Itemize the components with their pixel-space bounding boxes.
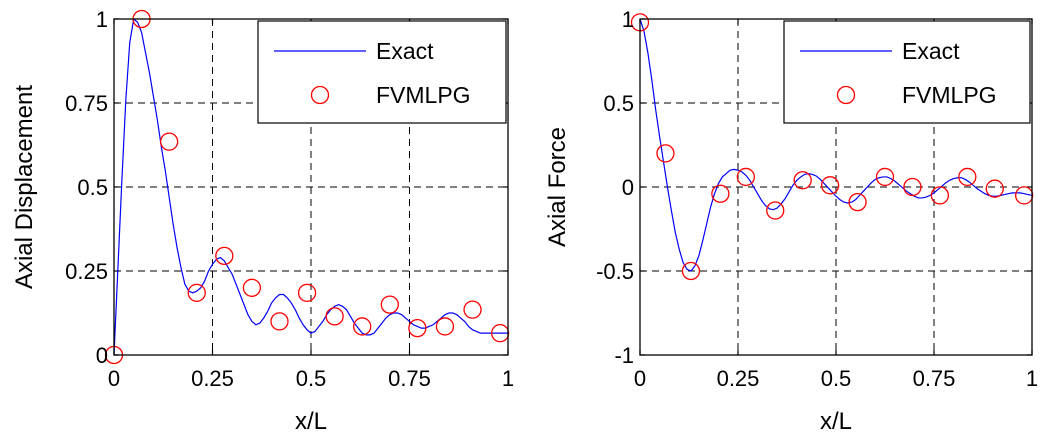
y-tick-label: 0.5 bbox=[77, 175, 108, 200]
y-tick-label: -0.5 bbox=[596, 259, 634, 284]
legend-marker-swatch bbox=[310, 85, 330, 105]
fvmlpg-marker bbox=[1015, 186, 1034, 205]
fvmlpg-marker bbox=[736, 167, 755, 187]
legend-label-fvmlpg: FVMLPG bbox=[376, 82, 471, 108]
fvmlpg-marker bbox=[820, 176, 840, 195]
fvmlpg-marker bbox=[215, 246, 234, 266]
y-tick-label: 0 bbox=[96, 343, 108, 368]
fvmlpg-marker bbox=[793, 171, 812, 190]
x-tick-label: 0 bbox=[108, 366, 120, 391]
fvmlpg-marker bbox=[160, 132, 179, 151]
x-tick-label: 0 bbox=[634, 366, 646, 391]
fvmlpg-marker bbox=[711, 184, 730, 203]
fvmlpg-marker bbox=[270, 312, 289, 331]
y-tick-label: 0.25 bbox=[65, 259, 108, 284]
y-axis-title: Axial Displacement bbox=[11, 85, 38, 289]
plot-area bbox=[630, 13, 1034, 281]
fvmlpg-marker bbox=[848, 192, 867, 212]
y-tick-label: -1 bbox=[614, 343, 634, 368]
x-tick-label: 0.5 bbox=[821, 366, 852, 391]
fvmlpg-marker bbox=[656, 144, 675, 163]
legend: Exact FVMLPG bbox=[257, 20, 507, 124]
fvmlpg-marker bbox=[681, 261, 701, 281]
fvmlpg-marker bbox=[435, 317, 455, 336]
legend-marker-swatch bbox=[836, 85, 856, 105]
legend-box bbox=[257, 20, 507, 124]
x-axis-title: x/L bbox=[295, 408, 327, 435]
legend: Exact FVMLPG bbox=[783, 20, 1031, 124]
legend-label-exact: Exact bbox=[902, 38, 960, 64]
fvmlpg-marker bbox=[463, 300, 482, 319]
fvmlpg-marker bbox=[985, 179, 1004, 198]
y-axis-title: Axial Force bbox=[544, 127, 571, 247]
legend-label-exact: Exact bbox=[376, 38, 434, 64]
fvmlpg-marker bbox=[380, 295, 399, 314]
x-axis-title: x/L bbox=[820, 408, 852, 435]
series-line-exact bbox=[113, 17, 508, 356]
y-tick-label: 0.75 bbox=[65, 91, 108, 116]
x-tick-label: 0.5 bbox=[296, 366, 327, 391]
fvmlpg-marker bbox=[297, 283, 317, 302]
fvmlpg-marker bbox=[903, 177, 922, 197]
fvmlpg-marker bbox=[408, 318, 427, 338]
legend-box bbox=[783, 20, 1031, 124]
y-tick-label: 1 bbox=[96, 7, 108, 32]
fvmlpg-marker bbox=[325, 307, 344, 326]
fvmlpg-marker bbox=[353, 317, 372, 336]
x-tick-label: 0.75 bbox=[913, 366, 956, 391]
x-tick-label: 0.25 bbox=[717, 366, 760, 391]
fvmlpg-marker bbox=[958, 167, 977, 187]
fvmlpg-marker bbox=[242, 278, 262, 297]
axial-force-chart: 0 0.25 0.5 0.75 1 -1 -0.5 0 0.5 1 x/L Axial Force Ex… bbox=[544, 7, 1038, 435]
fvmlpg-marker bbox=[187, 283, 206, 302]
axes-frame bbox=[113, 18, 509, 356]
axes-frame bbox=[639, 18, 1033, 356]
fvmlpg-marker bbox=[766, 201, 785, 220]
x-tick-label: 1 bbox=[1026, 366, 1038, 391]
axial-displacement-chart: 0 0.25 0.5 0.75 1 0 0.25 0.5 0.75 1 x/L Axial Displ… bbox=[11, 7, 514, 435]
legend-label-fvmlpg: FVMLPG bbox=[902, 82, 997, 108]
fvmlpg-marker bbox=[875, 167, 895, 187]
y-tick-label: 1 bbox=[622, 7, 634, 32]
x-tick-label: 0.25 bbox=[191, 366, 234, 391]
y-tick-label: 0.5 bbox=[603, 91, 634, 116]
x-tick-label: 0.75 bbox=[388, 366, 431, 391]
series-line-exact bbox=[639, 18, 1033, 272]
y-tick-label: 0 bbox=[622, 175, 634, 200]
x-tick-label: 1 bbox=[502, 366, 514, 391]
fvmlpg-marker bbox=[930, 186, 950, 205]
